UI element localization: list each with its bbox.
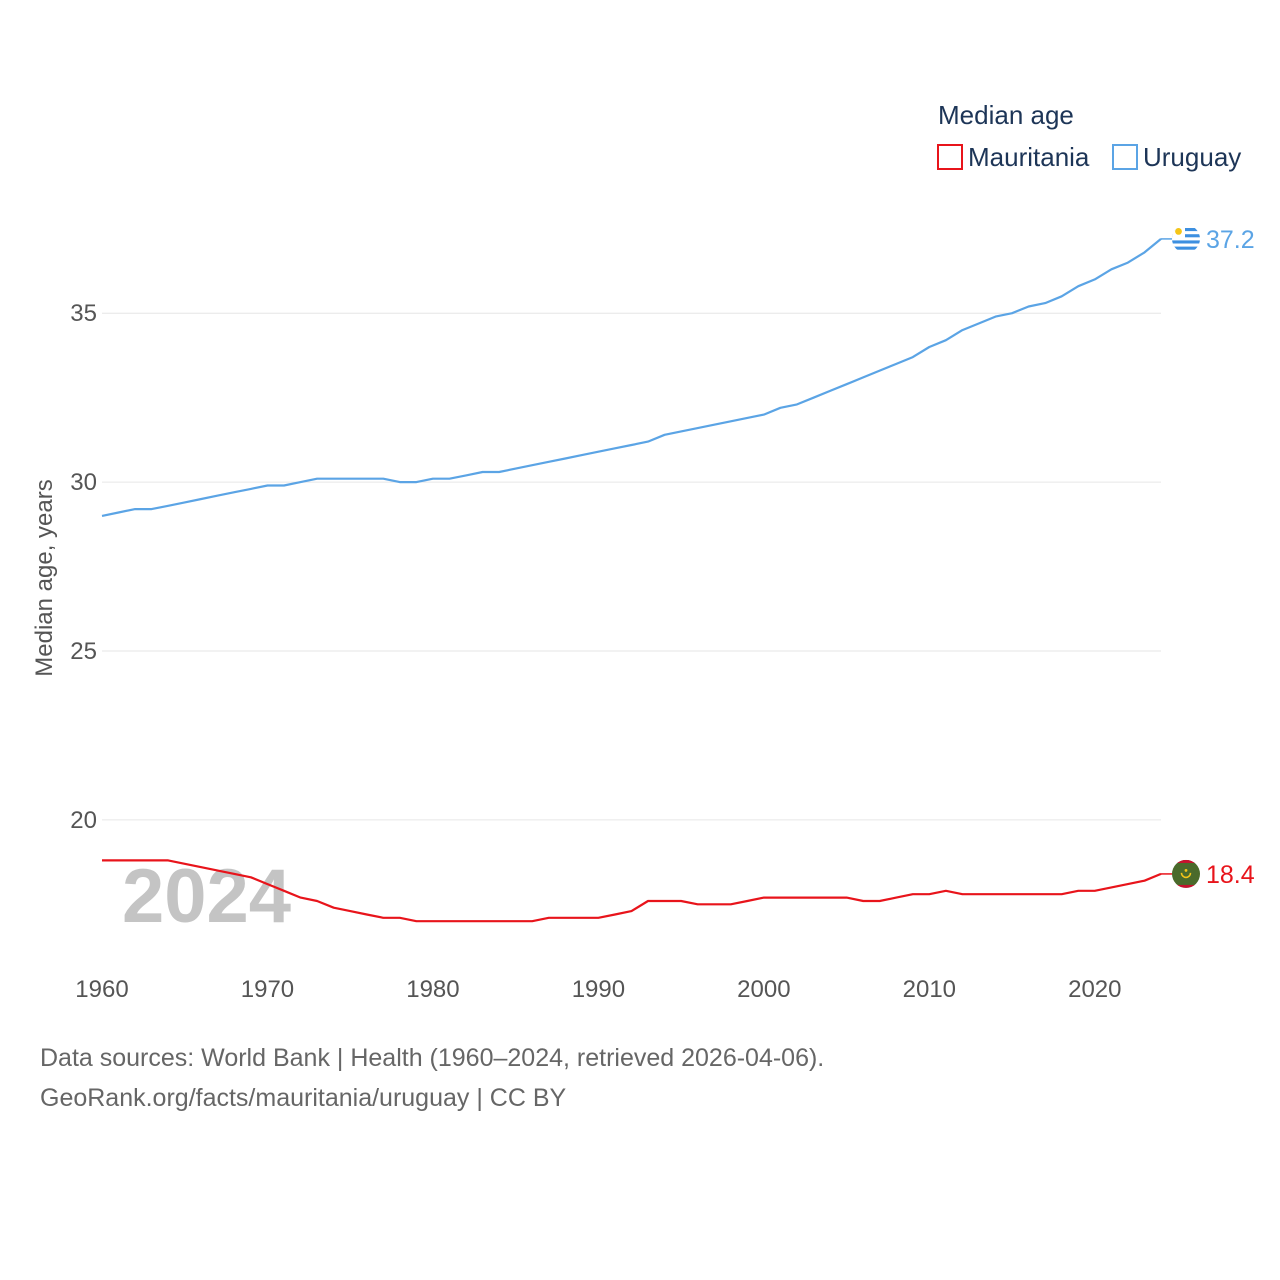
y-tick-label-20: 20 — [70, 807, 97, 834]
x-axis-ticks: 1960 1970 1980 1990 2000 2010 2020 — [75, 976, 1121, 1003]
x-tick-label-2010: 2010 — [903, 976, 956, 1003]
mauritania-flag-icon — [1172, 859, 1200, 888]
x-tick-label-2000: 2000 — [737, 976, 790, 1003]
legend-label-uruguay: Uruguay — [1143, 142, 1241, 172]
x-tick-label-1980: 1980 — [406, 976, 459, 1003]
legend: Median age Mauritania Uruguay — [937, 100, 1241, 172]
legend-item-uruguay[interactable]: Uruguay — [1112, 142, 1241, 172]
y-axis-ticks: 20 25 30 35 — [70, 300, 97, 834]
series-lines — [101, 238, 1162, 923]
current-year-watermark: 2024 — [122, 854, 291, 939]
x-tick-label-1990: 1990 — [572, 976, 625, 1003]
end-value-label-uruguay: 37.2 — [1206, 226, 1255, 254]
series-line-uruguay[interactable] — [101, 238, 1162, 517]
grid-lines — [102, 312, 1161, 821]
end-value-label-mauritania: 18.4 — [1206, 861, 1255, 889]
y-tick-label-35: 35 — [70, 300, 97, 327]
data-source-note: Data sources: World Bank | Health (1960–… — [40, 1044, 825, 1072]
legend-label-mauritania: Mauritania — [968, 142, 1090, 172]
y-tick-label-25: 25 — [70, 638, 97, 665]
legend-swatch-mauritania — [937, 144, 963, 170]
y-axis-title: Median age, years — [31, 479, 58, 676]
x-tick-label-2020: 2020 — [1068, 976, 1121, 1003]
y-tick-label-30: 30 — [70, 469, 97, 496]
legend-title: Median age — [938, 100, 1074, 130]
legend-swatch-uruguay — [1112, 144, 1138, 170]
attribution-link[interactable]: GeoRank.org/facts/mauritania/uruguay | C… — [40, 1084, 567, 1112]
uruguay-flag-icon — [1172, 224, 1200, 253]
x-tick-label-1960: 1960 — [75, 976, 128, 1003]
x-tick-label-1970: 1970 — [241, 976, 294, 1003]
series-end-markers: 18.4 37.2 — [1161, 224, 1255, 889]
legend-item-mauritania[interactable]: Mauritania — [937, 142, 1090, 172]
series-line-mauritania[interactable] — [102, 859, 1162, 923]
